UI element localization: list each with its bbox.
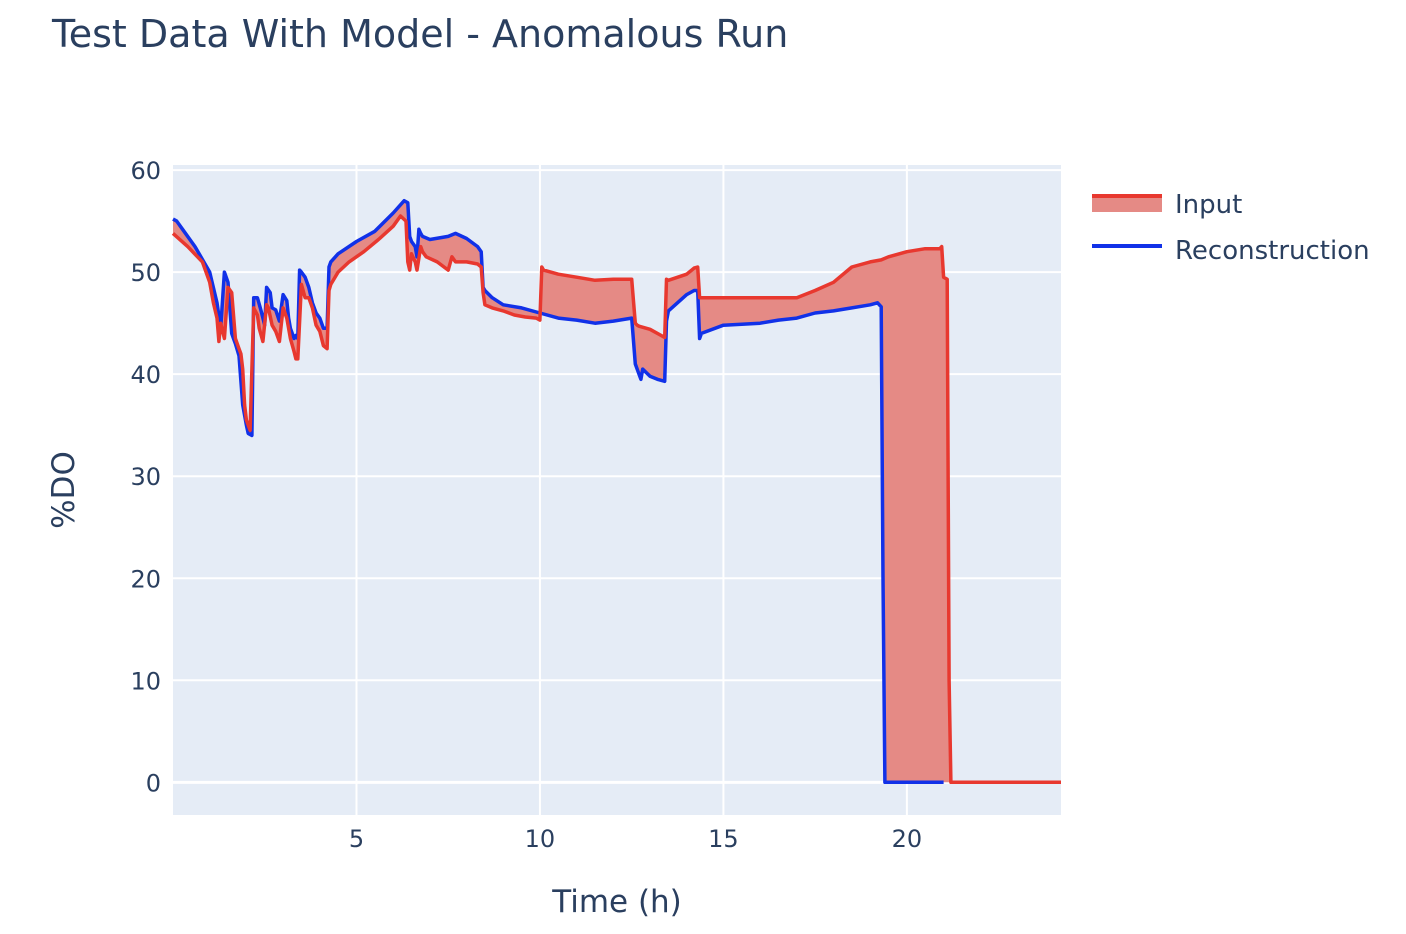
y-tick-label: 30 <box>130 463 161 491</box>
series-line-input <box>171 214 1061 785</box>
x-tick-label: 10 <box>525 825 556 853</box>
y-tick-label: 60 <box>130 157 161 185</box>
chart-title: Test Data With Model - Anomalous Run <box>51 12 788 56</box>
x-axis-title: Time (h) <box>551 884 682 920</box>
tick-labels: 5 10 15 20 0 10 20 30 40 50 60 <box>130 157 922 853</box>
x-tick-label: 20 <box>892 825 923 853</box>
y-tick-label: 50 <box>130 259 161 287</box>
y-tick-label: 20 <box>130 565 161 593</box>
legend-label-input: Input <box>1175 190 1242 220</box>
x-tick-label: 5 <box>349 825 364 853</box>
legend-label-reconstruction: Reconstruction <box>1175 236 1370 266</box>
legend-swatch-input-fill <box>1092 196 1162 212</box>
y-tick-label: 40 <box>130 361 161 389</box>
y-tick-label: 0 <box>146 769 161 797</box>
y-tick-label: 10 <box>130 667 161 695</box>
series-lines <box>171 198 1061 785</box>
x-tick-label: 15 <box>708 825 739 853</box>
y-axis-title: %DO <box>46 451 82 529</box>
legend[interactable]: Input Reconstruction <box>1092 190 1370 266</box>
